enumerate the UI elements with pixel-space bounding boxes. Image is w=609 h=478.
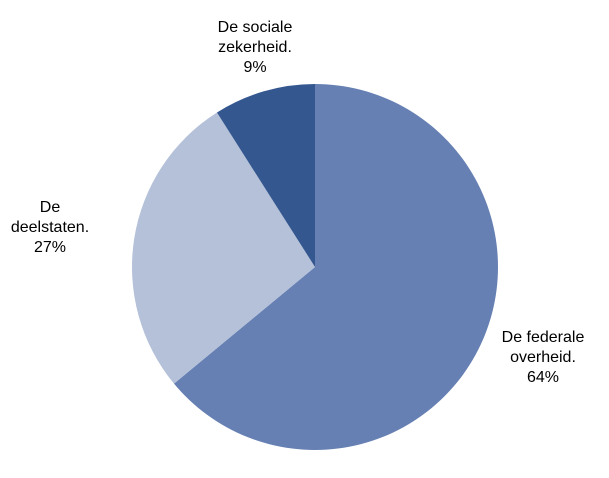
value-label: 9% <box>243 59 267 76</box>
value-label: 64% <box>526 369 560 386</box>
category-label: De sociale zekerheid. <box>217 19 293 56</box>
slice-label: De deelstaten. 27% <box>4 198 96 258</box>
category-label: De federale overheid. <box>501 329 585 366</box>
pie-slice <box>132 112 315 384</box>
slice-label: De federale overheid. 64% <box>487 328 599 388</box>
slice-label: De sociale zekerheid. 9% <box>199 18 311 78</box>
pie-slice <box>216 84 315 267</box>
pie-slice <box>173 84 498 450</box>
value-label: 27% <box>33 239 67 256</box>
category-label: De deelstaten. <box>10 199 90 236</box>
